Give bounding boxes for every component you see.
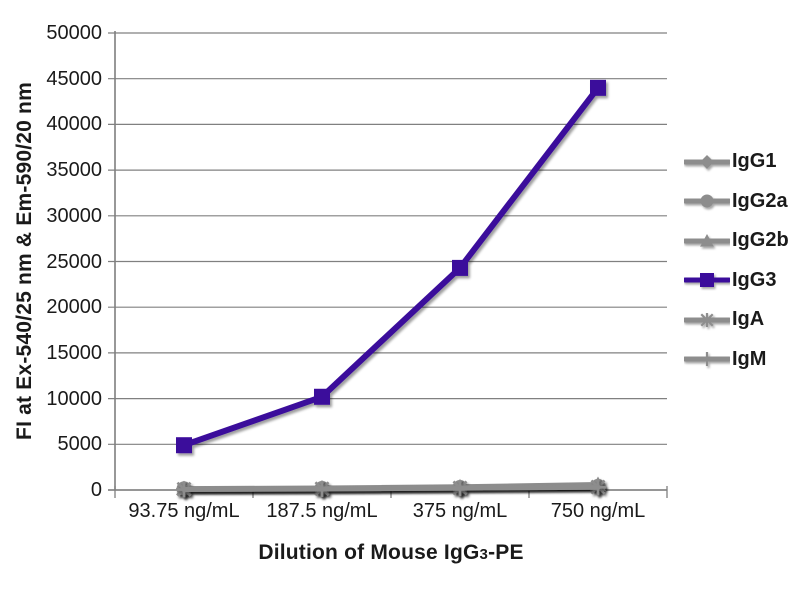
legend-item-igg1: IgG1 bbox=[684, 142, 789, 182]
y-tick-label: 5000 bbox=[57, 433, 103, 456]
legend-item-igg3: IgG3 bbox=[684, 261, 789, 301]
legend-item-iga: IgA bbox=[684, 300, 789, 340]
gridlines bbox=[108, 31, 668, 498]
y-tick-label: 50000 bbox=[46, 22, 102, 44]
y-tick-label: 35000 bbox=[46, 159, 102, 182]
data-series-layer bbox=[176, 79, 606, 498]
y-tick-label: 20000 bbox=[46, 296, 102, 319]
y-tick-label: 10000 bbox=[46, 387, 102, 410]
x-tick-label: 375 ng/mL bbox=[412, 500, 508, 522]
legend-marker-circle-icon bbox=[684, 194, 730, 208]
legend-item-igg2b: IgG2b bbox=[684, 221, 789, 261]
legend-marker-plus-icon bbox=[684, 352, 730, 367]
x-tick-label: 187.5 ng/mL bbox=[266, 500, 378, 522]
legend-marker-triangle-icon bbox=[684, 233, 730, 247]
legend-label: IgG2a bbox=[732, 189, 788, 212]
y-tick-label: 25000 bbox=[46, 250, 102, 273]
legend-marker-asterisk-icon bbox=[684, 312, 730, 327]
x-axis-title-text: Dilution of Mouse IgG bbox=[258, 541, 480, 564]
legend-label: IgG3 bbox=[732, 268, 777, 291]
y-tick-label: 45000 bbox=[46, 67, 102, 90]
series-IgG3 bbox=[176, 79, 606, 454]
y-tick-label: 30000 bbox=[46, 204, 102, 227]
legend-label: IgG2b bbox=[732, 229, 789, 252]
x-axis-title-subscript: 3 bbox=[479, 546, 489, 563]
legend-label: IgA bbox=[732, 308, 765, 331]
y-tick-label: 0 bbox=[90, 479, 102, 501]
x-axis-title: Dilution of Mouse IgG3-PE bbox=[115, 541, 667, 565]
legend-marker-square-icon bbox=[684, 273, 730, 288]
x-axis-title-suffix: -PE bbox=[488, 541, 524, 564]
legend: IgG1 IgG2a IgG2b IgG3 IgA IgM bbox=[684, 142, 789, 379]
legend-item-igm: IgM bbox=[684, 340, 789, 380]
x-tick-label: 93.75 ng/mL bbox=[128, 500, 240, 522]
legend-label: IgM bbox=[732, 347, 767, 370]
x-tick-label: 750 ng/mL bbox=[550, 500, 646, 522]
y-tick-label: 40000 bbox=[46, 113, 102, 136]
legend-label: IgG1 bbox=[732, 150, 777, 173]
y-axis-title: FI at Ex-540/25 nm & Em-590/20 nm bbox=[13, 82, 36, 440]
series-IgM bbox=[176, 479, 606, 498]
legend-item-igg2a: IgG2a bbox=[684, 182, 789, 222]
y-tick-label: 15000 bbox=[46, 341, 102, 364]
legend-marker-diamond-icon bbox=[684, 154, 730, 169]
